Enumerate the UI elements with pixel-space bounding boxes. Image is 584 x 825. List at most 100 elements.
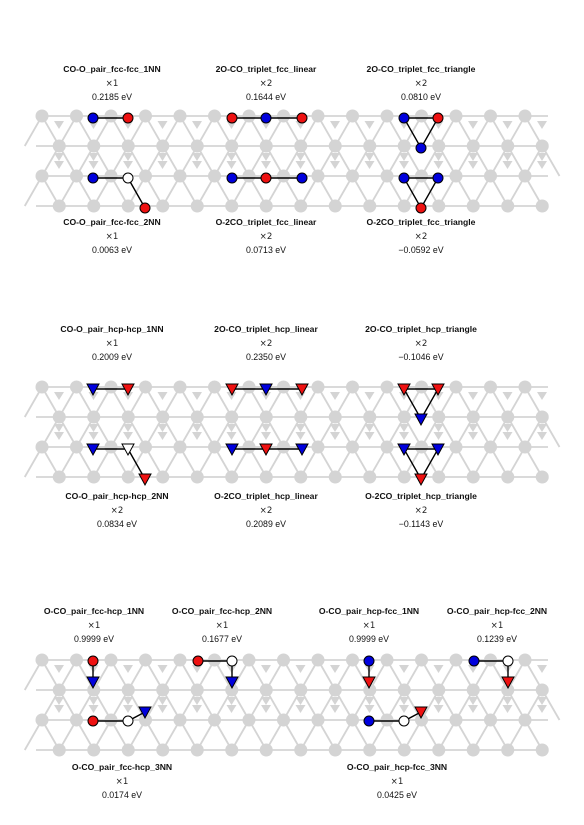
lattice-atom: [190, 139, 204, 153]
lattice-hollow-site: [468, 161, 478, 169]
lattice-hollow-site: [502, 424, 513, 432]
lattice-atom: [432, 743, 446, 757]
lattice-atom: [52, 199, 66, 213]
lattice-hollow-site: [261, 697, 271, 705]
cluster-energy: 0.1239 eV: [477, 634, 517, 644]
lattice-atom: [294, 683, 308, 697]
lattice-hollow-site: [330, 432, 340, 440]
cluster-multiplicity: ×2: [415, 232, 428, 242]
lattice-atom: [449, 713, 463, 727]
co-fcc-site: [432, 172, 444, 184]
lattice-hollow-site: [502, 697, 513, 705]
lattice-atom: [208, 713, 221, 727]
lattice-atom: [242, 713, 256, 727]
lattice-atom: [484, 653, 497, 667]
lattice-hollow-site: [261, 121, 271, 129]
lattice-atom: [259, 199, 273, 213]
lattice-atom: [432, 410, 446, 424]
lattice-hollow-site: [537, 705, 547, 713]
lattice-atom: [173, 109, 187, 123]
lattice-hollow-site: [157, 697, 168, 705]
lattice-hollow-site: [433, 392, 444, 400]
lattice-atom: [466, 410, 480, 424]
lattice-hollow-site: [399, 665, 409, 673]
lattice-atom: [121, 139, 135, 153]
lattice-hollow-site: [295, 424, 306, 432]
lattice: [23, 109, 561, 213]
lattice-atom: [346, 169, 359, 183]
lattice-hollow-site: [192, 424, 202, 432]
lattice-atom: [35, 440, 49, 454]
cluster-energy: 0.1677 eV: [202, 634, 242, 644]
lattice-atom: [52, 743, 66, 757]
lattice-hollow-site: [88, 161, 99, 169]
lattice-atom: [432, 139, 446, 153]
lattice-atom: [363, 683, 377, 697]
oxygen-fcc-site: [296, 112, 308, 124]
lattice-atom: [35, 109, 49, 123]
cluster-name: CO-O_pair_hcp-hcp_2NN: [65, 491, 168, 501]
lattice-hollow-site: [88, 153, 99, 161]
lattice-hollow-site: [295, 665, 306, 673]
lattice-atom: [104, 109, 118, 123]
lattice-hollow-site: [502, 705, 513, 713]
lattice-hollow-site: [468, 121, 478, 129]
lattice-atom: [70, 713, 83, 727]
lattice-atom: [501, 470, 515, 484]
cluster-name: 2O-CO_triplet_hcp_triangle: [365, 324, 477, 334]
lattice-atom: [484, 440, 497, 454]
lattice-atom: [346, 713, 359, 727]
lattice-atom: [397, 139, 411, 153]
lattice-hollow-site: [157, 153, 168, 161]
lattice-atom: [363, 410, 377, 424]
co-fcc-site: [226, 172, 238, 184]
lattice-hollow-site: [468, 153, 478, 161]
lattice-atom: [35, 713, 49, 727]
lattice-hollow-site: [502, 153, 513, 161]
cluster-name: 2O-CO_triplet_hcp_linear: [214, 324, 318, 334]
lattice-atom: [363, 139, 377, 153]
co-hcp-site: [86, 676, 100, 690]
lattice-hollow-site: [54, 161, 64, 169]
lattice-hollow-site: [364, 424, 375, 432]
lattice-hollow-site: [468, 697, 478, 705]
lattice-atom: [380, 380, 394, 394]
lattice-hollow-site: [364, 432, 375, 440]
lattice-hollow-site: [537, 121, 547, 129]
lattice-hollow-site: [123, 697, 133, 705]
lattice-atom: [363, 743, 377, 757]
lattice-atom: [501, 410, 515, 424]
lattice-hollow-site: [537, 424, 547, 432]
lattice-atom: [535, 743, 549, 757]
cluster-energy: 0.2009 eV: [92, 352, 132, 362]
lattice-hollow-site: [192, 705, 202, 713]
lattice-hollow-site: [537, 665, 547, 673]
cluster-name: O-CO_pair_fcc-hcp_2NN: [172, 606, 272, 616]
lattice-hollow-site: [192, 697, 202, 705]
lattice-atom: [466, 199, 480, 213]
lattice-hollow-site: [295, 432, 306, 440]
co-fcc-site: [468, 655, 480, 667]
lattice-hollow-site: [261, 705, 271, 713]
lattice-hollow-site: [502, 121, 513, 129]
co-fcc-site: [87, 172, 99, 184]
lattice-hollow-site: [192, 432, 202, 440]
lattice-hollow-site: [537, 392, 547, 400]
lattice-atom: [380, 440, 394, 454]
lattice-atom: [518, 169, 532, 183]
lattice-atom: [415, 713, 428, 727]
empty-fcc-site: [226, 655, 238, 667]
lattice-atom: [277, 109, 290, 123]
lattice-hollow-site: [330, 153, 340, 161]
lattice-atom: [328, 743, 342, 757]
lattice-hollow-site: [537, 432, 547, 440]
lattice-atom: [415, 169, 428, 183]
lattice-atom: [466, 683, 480, 697]
co-hcp-site: [295, 443, 309, 457]
lattice-atom: [328, 139, 342, 153]
empty-fcc-site: [122, 172, 134, 184]
lattice-atom: [156, 139, 170, 153]
lattice-atom: [277, 380, 290, 394]
lattice-hollow-site: [226, 432, 237, 440]
cluster-energy: 0.0425 eV: [377, 790, 417, 800]
